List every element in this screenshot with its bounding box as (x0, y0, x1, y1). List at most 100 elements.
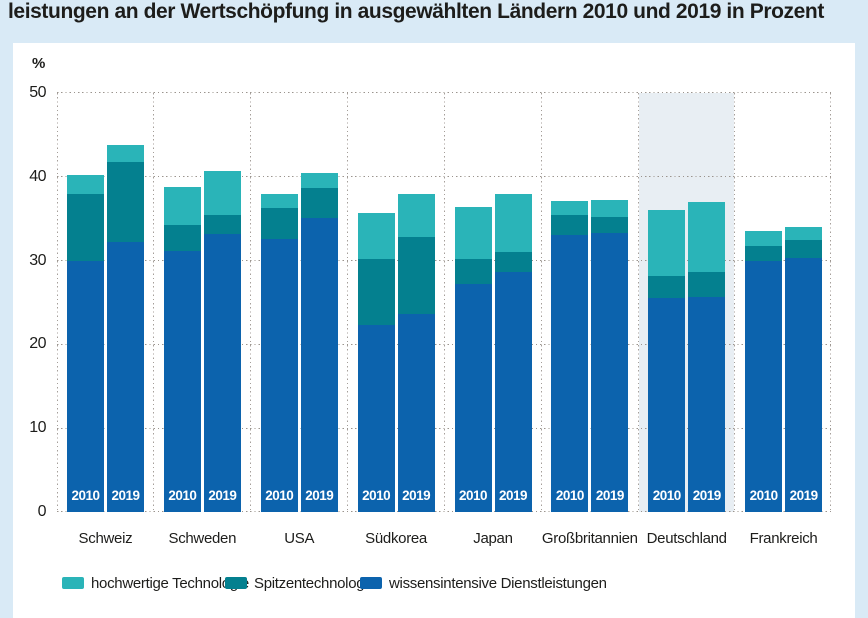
legend-swatch-wissensintensive-dienstleistungen (360, 577, 382, 589)
bar-segment-wissensintensive-dienstleistungen (454, 284, 492, 512)
bar-segment-hochwertige-technologie (107, 144, 144, 162)
bar-schweden-2019: 2019 (203, 170, 241, 512)
bar-usa-2010: 2010 (260, 193, 298, 512)
group-separator-line (637, 93, 640, 512)
bar-segment-spitzentechnologie (397, 237, 435, 315)
legend-swatch-spitzentechnologie (225, 577, 247, 589)
legend-label: Spitzentechnologie (254, 575, 376, 592)
bar-year-label: 2019 (692, 488, 722, 503)
category-label-schweden: Schweden (168, 530, 237, 547)
bar-segment-wissensintensive-dienstleistungen (260, 238, 298, 512)
bar-segment-spitzentechnologie (163, 225, 201, 251)
bar-year-label: 2019 (305, 488, 334, 503)
y-axis-tick-label: 50 (29, 84, 46, 101)
bar-segment-spitzentechnologie (785, 239, 823, 259)
legend: hochwertige Technologie Spitzentechnolog… (13, 574, 855, 604)
bar-segment-hochwertige-technologie (648, 209, 686, 276)
bar-segment-spitzentechnologie (260, 207, 298, 239)
legend-label: wissensintensive Dienstleistungen (389, 575, 607, 592)
bar-segment-wissensintensive-dienstleistungen (688, 297, 726, 512)
bar-segment-spitzentechnologie (688, 272, 726, 298)
bar-segment-hochwertige-technologie (67, 175, 104, 195)
bar-segment-spitzentechnologie (494, 252, 532, 273)
bar-segment-wissensintensive-dienstleistungen (300, 217, 338, 512)
bar-year-label: 2010 (168, 488, 197, 503)
bar-segment-wissensintensive-dienstleistungen (107, 242, 144, 512)
bar-segment-hochwertige-technologie (785, 227, 823, 240)
bar-segment-wissensintensive-dienstleistungen (648, 298, 686, 512)
bar-usa-2019: 2019 (300, 172, 338, 512)
y-axis-tick-label: 0 (37, 503, 47, 520)
bar-segment-spitzentechnologie (551, 215, 589, 236)
chart-panel: % 0 10 20 30 40 50 2010 2019 Schweiz 2010 2019 Schw… (13, 43, 855, 618)
bar-großbritannien-2010: 2010 (551, 201, 589, 512)
category-label-japan: Japan (473, 530, 513, 547)
bar-segment-hochwertige-technologie (163, 186, 201, 226)
bar-segment-wissensintensive-dienstleistungen (397, 314, 435, 512)
bar-segment-wissensintensive-dienstleistungen (357, 325, 395, 512)
bar-deutschland-2019: 2019 (688, 201, 726, 512)
bar-segment-hochwertige-technologie (203, 170, 241, 215)
bar-year-label: 2019 (208, 488, 237, 503)
plot-area: 0 10 20 30 40 50 2010 2019 Schweiz 2010 2019 Schwed… (29, 84, 832, 547)
bar-segment-hochwertige-technologie (551, 201, 589, 216)
bar-segment-wissensintensive-dienstleistungen (203, 233, 241, 512)
bar-year-label: 2010 (362, 488, 391, 503)
chart-title: leistungen an der Wertschöpfung in ausge… (8, 0, 824, 23)
category-label-usa: USA (284, 530, 315, 547)
bar-großbritannien-2019: 2019 (591, 200, 629, 512)
bar-segment-wissensintensive-dienstleistungen (163, 250, 201, 512)
bar-segment-hochwertige-technologie (357, 212, 395, 259)
bar-year-label: 2019 (402, 488, 431, 503)
y-axis-line (57, 93, 59, 512)
group-separator-line (829, 93, 832, 512)
bar-segment-hochwertige-technologie (494, 194, 532, 253)
bar-südkorea-2019: 2019 (397, 193, 435, 512)
bar-segment-wissensintensive-dienstleistungen (67, 260, 104, 512)
group-separator-line (346, 93, 349, 512)
bar-year-label: 2010 (458, 488, 488, 503)
bar-schweiz-2019: 2019 (107, 144, 144, 512)
category-label-großbritannien: Großbritannien (541, 530, 638, 547)
bar-segment-spitzentechnologie (591, 217, 629, 233)
bar-year-label: 2010 (652, 488, 682, 503)
bar-segment-spitzentechnologie (67, 194, 104, 261)
y-axis-tick-label: 10 (29, 419, 46, 437)
group-separator-line (250, 93, 253, 512)
category-label-südkorea: Südkorea (365, 530, 427, 547)
bar-segment-wissensintensive-dienstleistungen (785, 258, 823, 512)
bar-year-label: 2010 (265, 488, 294, 503)
bar-segment-hochwertige-technologie (688, 201, 726, 273)
bar-segment-wissensintensive-dienstleistungen (494, 272, 532, 512)
bar-segment-spitzentechnologie (745, 246, 783, 262)
group-separator-line (443, 93, 446, 512)
bar-segment-hochwertige-technologie (260, 193, 298, 208)
bar-deutschland-2010: 2010 (648, 209, 686, 512)
bar-year-label: 2010 (555, 488, 585, 503)
bar-segment-hochwertige-technologie (591, 200, 629, 218)
category-label-schweiz: Schweiz (78, 530, 133, 547)
bar-segment-spitzentechnologie (107, 161, 144, 243)
bar-year-label: 2010 (749, 488, 779, 503)
bar-segment-spitzentechnologie (203, 214, 241, 234)
bar-year-label: 2019 (111, 488, 140, 503)
bar-schweiz-2010: 2010 (67, 175, 104, 512)
bar-segment-spitzentechnologie (357, 258, 395, 326)
bar-year-label: 2019 (789, 488, 819, 503)
bar-segment-hochwertige-technologie (300, 172, 338, 188)
bar-year-label: 2010 (71, 488, 100, 503)
bar-segment-spitzentechnologie (648, 275, 686, 299)
bar-südkorea-2010: 2010 (357, 212, 395, 512)
bar-segment-spitzentechnologie (454, 258, 492, 285)
group-separator-line (734, 93, 737, 512)
bar-segment-spitzentechnologie (300, 187, 338, 218)
bar-segment-hochwertige-technologie (397, 193, 435, 238)
bar-segment-wissensintensive-dienstleistungen (551, 235, 589, 512)
y-axis-tick-label: 20 (29, 335, 46, 353)
y-axis-unit-label: % (32, 55, 46, 72)
gridline-y-0 (57, 511, 832, 514)
bar-segment-wissensintensive-dienstleistungen (591, 232, 629, 512)
legend-label: hochwertige Technologie (91, 575, 249, 592)
bar-year-label: 2019 (498, 488, 528, 503)
group-separator-line (540, 93, 543, 512)
